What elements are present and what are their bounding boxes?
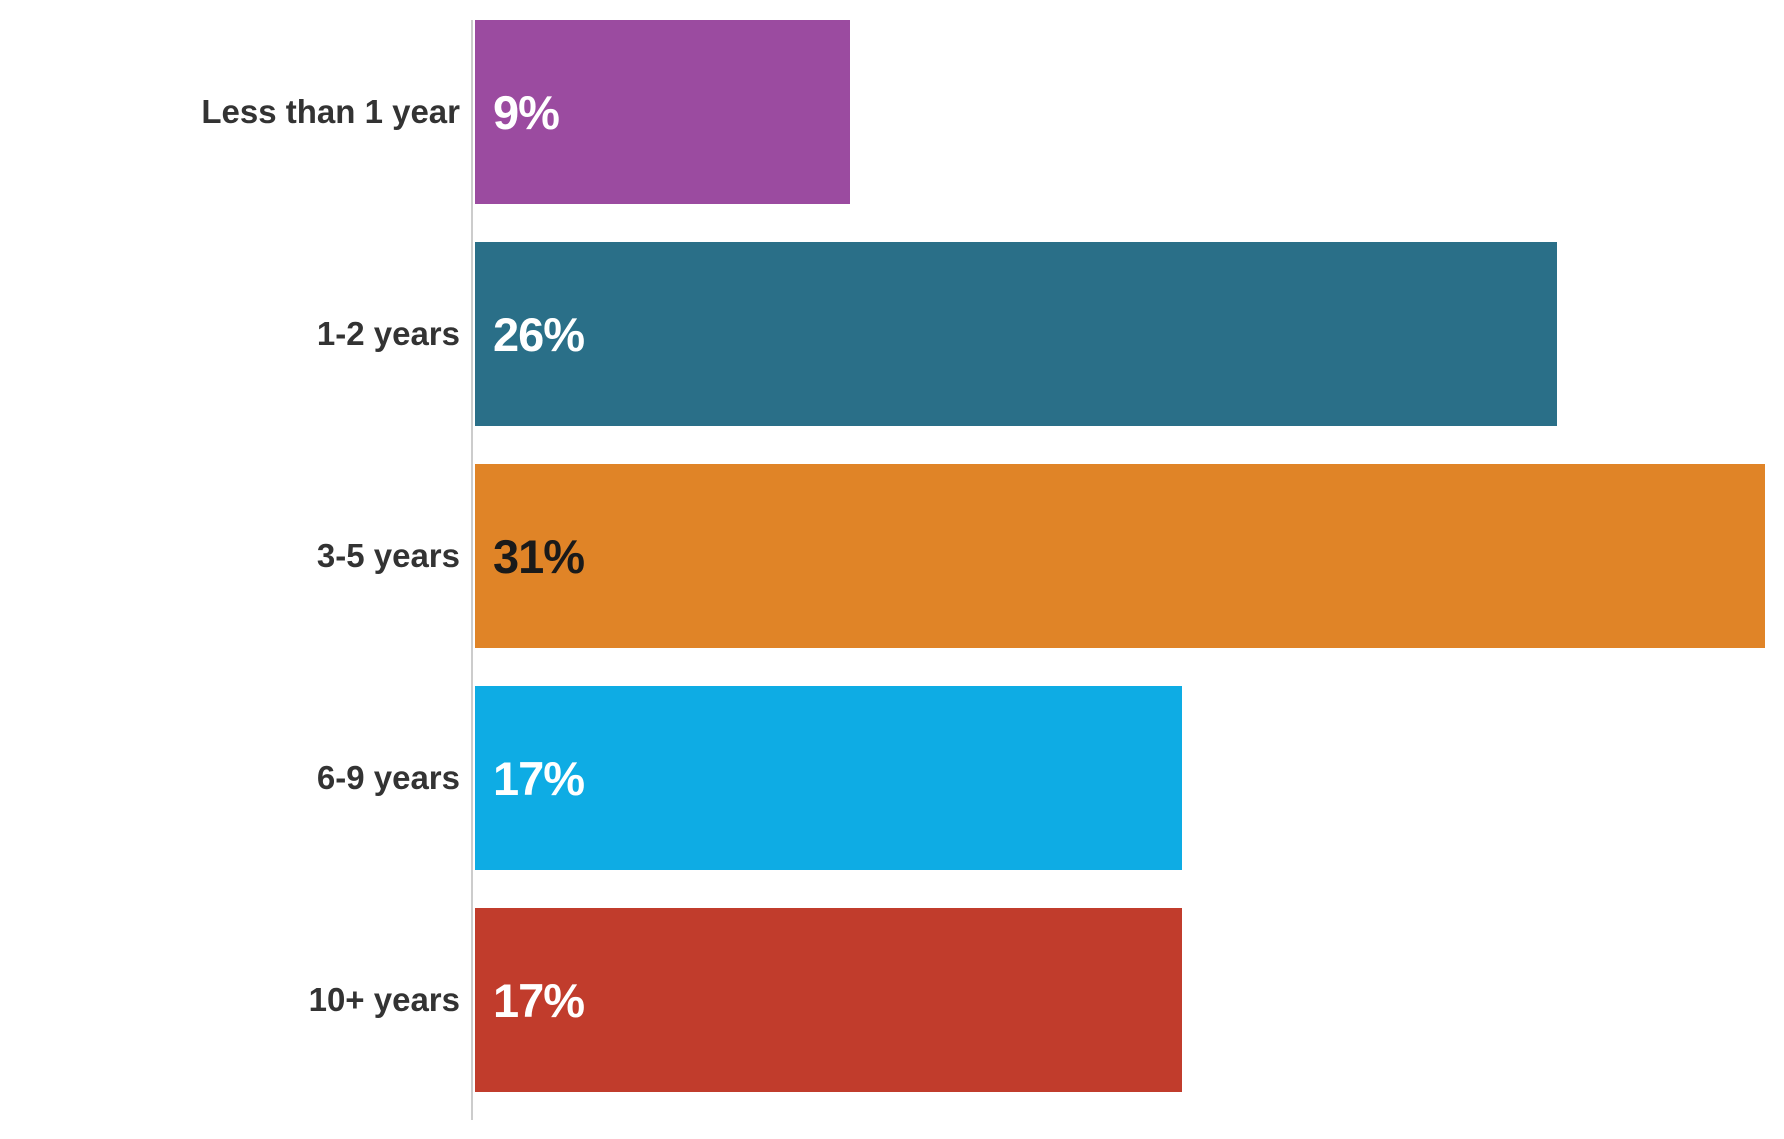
bar-label: 1-2 years	[317, 315, 460, 353]
bar-row: 10+ years 17%	[0, 908, 1784, 1092]
bar-row: 6-9 years 17%	[0, 686, 1784, 870]
bar: 17%	[475, 908, 1182, 1092]
bar-label: 6-9 years	[317, 759, 460, 797]
bar: 9%	[475, 20, 850, 204]
bar-value: 9%	[493, 85, 559, 140]
bar-label: 10+ years	[309, 981, 460, 1019]
bar-row: 1-2 years 26%	[0, 242, 1784, 426]
bar-value: 17%	[493, 751, 584, 806]
bar-value: 26%	[493, 307, 584, 362]
bar: 17%	[475, 686, 1182, 870]
horizontal-bar-chart: Less than 1 year 9% 1-2 years 26% 3-5 ye…	[0, 20, 1784, 1130]
bar-value: 31%	[493, 529, 584, 584]
bar-label: 3-5 years	[317, 537, 460, 575]
bar-row: Less than 1 year 9%	[0, 20, 1784, 204]
bar-label: Less than 1 year	[201, 93, 460, 131]
bar-row: 3-5 years 31%	[0, 464, 1784, 648]
bar-value: 17%	[493, 973, 584, 1028]
bar: 31%	[475, 464, 1765, 648]
bar: 26%	[475, 242, 1557, 426]
